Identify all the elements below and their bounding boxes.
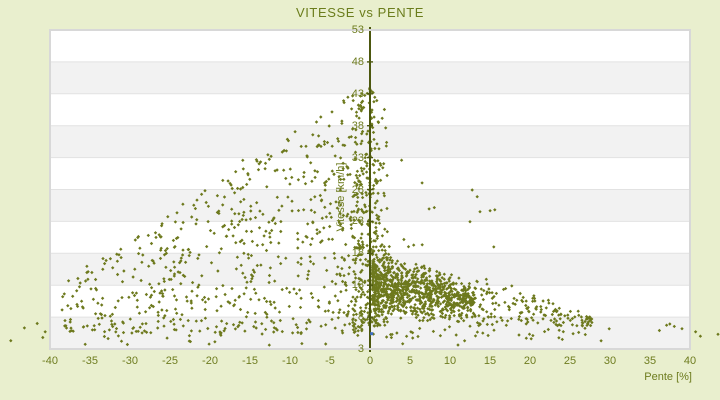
x-tick-label: -20 (202, 355, 218, 367)
x-tick-label: -5 (325, 355, 335, 367)
x-tick-label: -35 (82, 355, 98, 367)
y-tick-label: 48 (351, 55, 364, 68)
y-tick-label: 13 (351, 279, 364, 292)
y-tick-label: 3 (357, 343, 364, 355)
y-tick-label: 38 (351, 119, 364, 132)
y-tick-label: 18 (351, 247, 364, 260)
x-tick-label: 15 (483, 355, 497, 367)
x-tick-label: -25 (162, 355, 178, 367)
y-tick-label: 23 (351, 215, 364, 228)
y-tick-label: 8 (357, 311, 364, 324)
y-tick-label: 43 (351, 87, 364, 100)
scatter-points (9, 86, 720, 347)
x-tick-label: -10 (282, 355, 298, 367)
x-tick-label: 30 (603, 355, 617, 367)
x-tick-label: 35 (643, 355, 657, 367)
scatter-plot-canvas (9, 27, 720, 352)
y-tick-label: 33 (351, 151, 364, 164)
x-tick-label: 25 (563, 355, 577, 367)
x-tick-label: 0 (366, 355, 374, 367)
x-tick-label: 10 (443, 355, 457, 367)
x-tick-label: -15 (242, 355, 258, 367)
x-tick-label: 20 (523, 355, 537, 367)
x-tick-label: 5 (406, 355, 414, 367)
x-tick-label: -30 (122, 355, 138, 367)
highlight-point (370, 332, 374, 336)
x-axis-title: Pente [%] (644, 371, 692, 383)
plot-border (49, 29, 691, 350)
y-tick-label: 28 (351, 183, 364, 196)
y-axis-title: Vitesse [km/h] (335, 162, 347, 232)
y-tick-label: 53 (351, 24, 364, 36)
x-tick-label: 40 (683, 355, 697, 367)
x-tick-label: -40 (42, 355, 58, 367)
plot-area (9, 27, 720, 352)
chart-title: VITESSE vs PENTE (295, 5, 425, 20)
